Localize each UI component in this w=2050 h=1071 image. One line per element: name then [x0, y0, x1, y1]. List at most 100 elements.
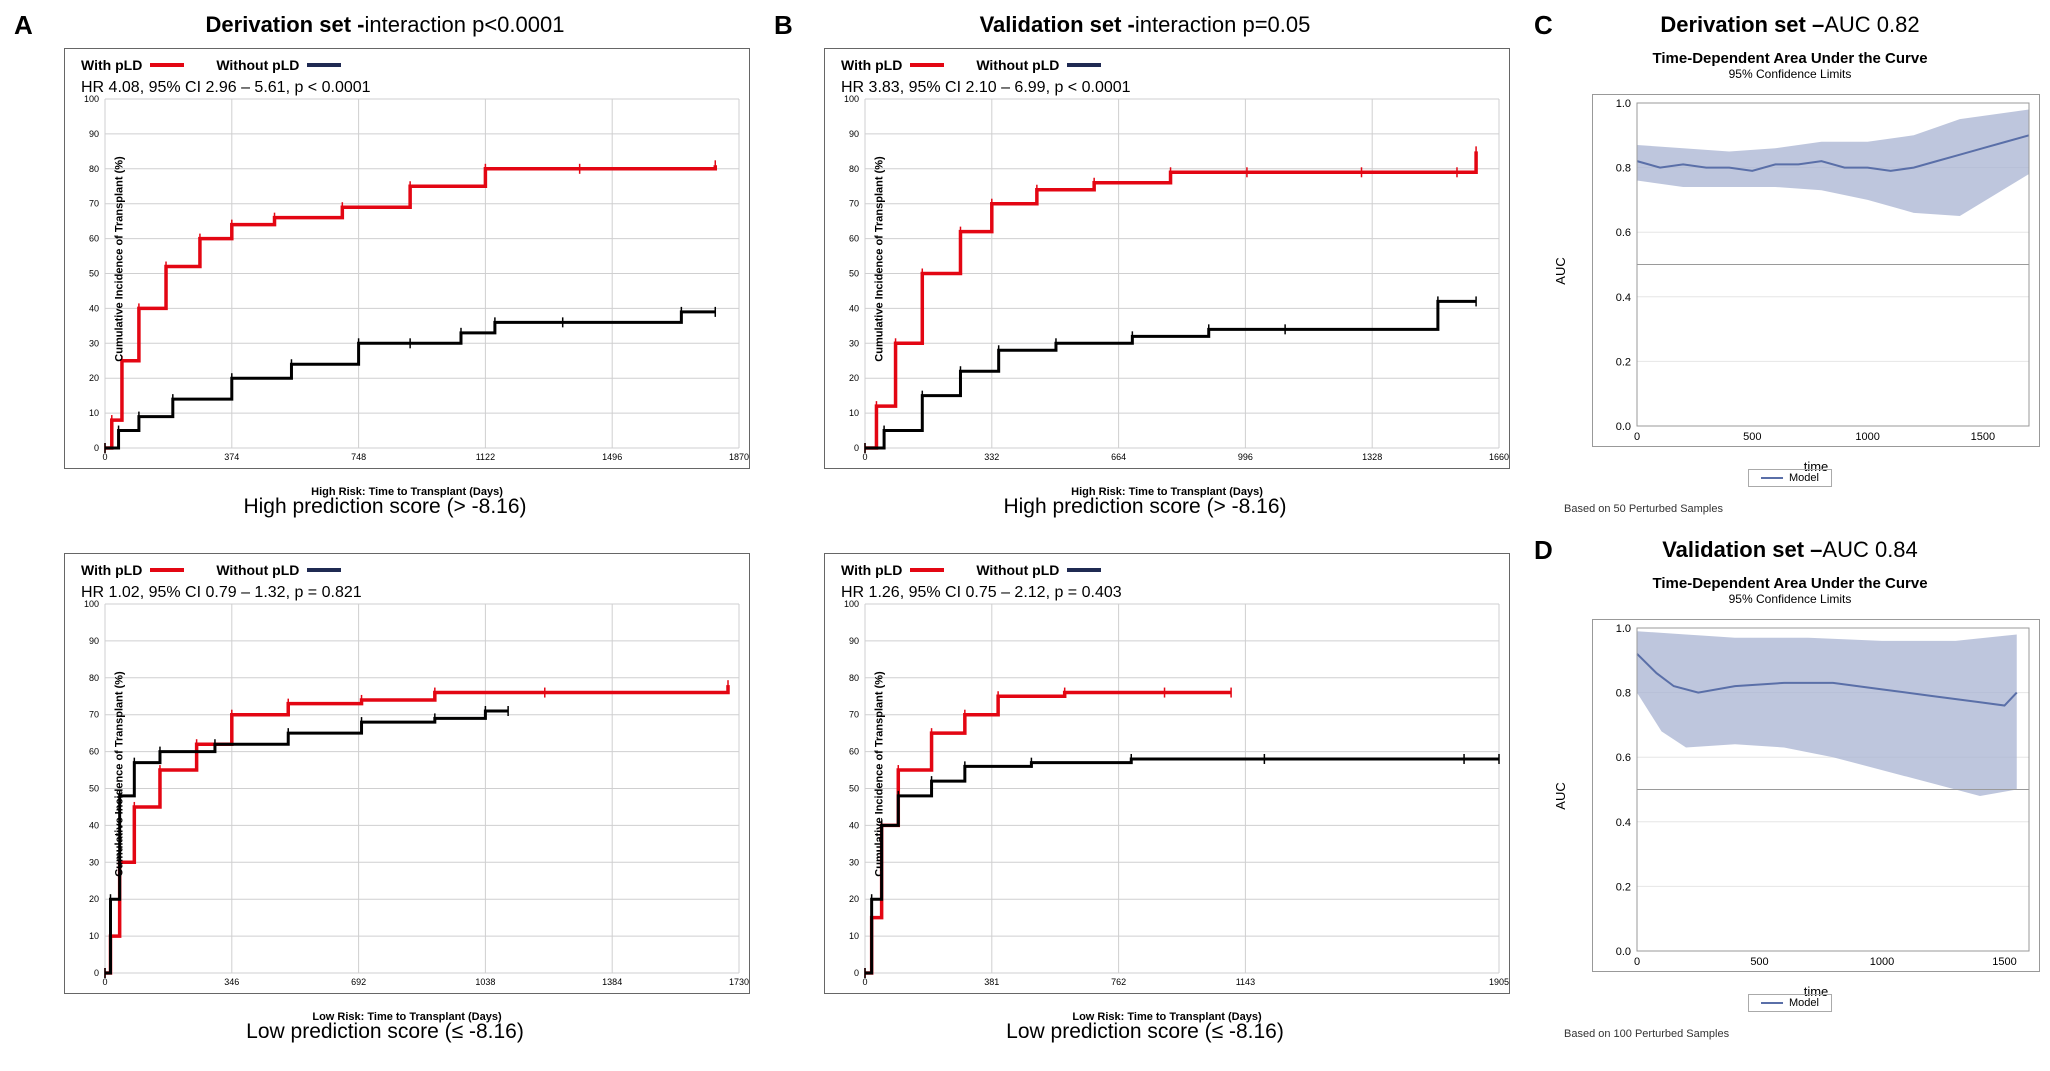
y-axis-label: AUC: [1553, 257, 1568, 284]
svg-text:0: 0: [102, 977, 107, 987]
svg-text:0.0: 0.0: [1616, 421, 1631, 433]
svg-text:30: 30: [89, 857, 99, 867]
svg-text:0.2: 0.2: [1616, 881, 1631, 893]
svg-text:60: 60: [849, 234, 859, 244]
svg-text:20: 20: [89, 373, 99, 383]
title-bold: Validation set -: [980, 12, 1135, 38]
auc-chart-sub: 95% Confidence Limits: [1530, 67, 2050, 81]
svg-text:692: 692: [351, 977, 366, 987]
km-legend: With pLD Without pLD: [841, 57, 1101, 73]
panel-B-title: Validation set - interaction p=0.05: [770, 12, 1520, 38]
svg-text:70: 70: [89, 710, 99, 720]
panel-A-title: Derivation set - interaction p<0.0001: [10, 12, 760, 38]
km-legend: With pLD Without pLD: [81, 57, 341, 73]
svg-text:10: 10: [89, 408, 99, 418]
svg-text:500: 500: [1750, 956, 1768, 968]
legend-without-label: Without pLD: [216, 57, 299, 73]
km-chart-A-high: Cumulative Incidence of Transplant (%) H…: [64, 48, 750, 469]
auc-legend-label: Model: [1789, 997, 1819, 1009]
y-axis-label: AUC: [1553, 782, 1568, 809]
svg-text:0: 0: [1634, 956, 1640, 968]
svg-text:60: 60: [89, 234, 99, 244]
title-bold: Validation set –: [1662, 537, 1822, 563]
sub-caption: High prediction score (> -8.16): [10, 495, 760, 519]
svg-text:60: 60: [89, 747, 99, 757]
svg-text:50: 50: [849, 269, 859, 279]
svg-text:0: 0: [854, 443, 859, 453]
svg-text:1730: 1730: [729, 977, 749, 987]
svg-text:0: 0: [94, 968, 99, 978]
auc-chart-title: Time-Dependent Area Under the Curve: [1530, 50, 2050, 67]
svg-text:20: 20: [849, 373, 859, 383]
svg-text:40: 40: [89, 820, 99, 830]
auc-legend: Model: [1748, 994, 1832, 1012]
svg-text:70: 70: [849, 199, 859, 209]
svg-text:90: 90: [849, 129, 859, 139]
svg-text:0: 0: [862, 452, 867, 462]
svg-text:1870: 1870: [729, 452, 749, 462]
svg-text:10: 10: [849, 931, 859, 941]
svg-text:50: 50: [89, 784, 99, 794]
sub-caption: Low prediction score (≤ -8.16): [770, 1020, 1520, 1044]
legend-with-label: With pLD: [841, 562, 902, 578]
svg-text:90: 90: [89, 636, 99, 646]
svg-text:0: 0: [1634, 431, 1640, 443]
svg-text:40: 40: [849, 303, 859, 313]
legend-with-label: With pLD: [841, 57, 902, 73]
svg-text:10: 10: [849, 408, 859, 418]
hr-text: HR 4.08, 95% CI 2.96 – 5.61, p < 0.0001: [81, 79, 371, 97]
svg-text:1038: 1038: [475, 977, 495, 987]
svg-text:0.0: 0.0: [1616, 946, 1631, 958]
svg-text:1000: 1000: [1870, 956, 1894, 968]
legend-without-swatch: [307, 568, 341, 572]
legend-without-swatch: [307, 63, 341, 67]
svg-text:1000: 1000: [1855, 431, 1879, 443]
auc-footnote: Based on 100 Perturbed Samples: [1564, 1028, 1729, 1040]
km-chart-B-high: Cumulative Incidence of Transplant (%) H…: [824, 48, 1510, 469]
title-normal: interaction p<0.0001: [364, 12, 564, 38]
panel-C: C Derivation set – AUC 0.82 Time-Depende…: [1530, 10, 2050, 525]
svg-text:1905: 1905: [1489, 977, 1509, 987]
svg-text:1500: 1500: [1992, 956, 2016, 968]
svg-text:0: 0: [94, 443, 99, 453]
panel-A-top: A Derivation set - interaction p<0.0001 …: [10, 10, 760, 525]
svg-text:1143: 1143: [1236, 977, 1255, 987]
svg-text:50: 50: [89, 269, 99, 279]
km-legend: With pLD Without pLD: [841, 562, 1101, 578]
legend-with-swatch: [150, 568, 184, 572]
svg-text:40: 40: [849, 820, 859, 830]
legend-with-label: With pLD: [81, 57, 142, 73]
svg-text:1.0: 1.0: [1616, 98, 1631, 110]
svg-text:0.4: 0.4: [1616, 817, 1631, 829]
svg-text:0: 0: [862, 977, 867, 987]
sub-caption: Low prediction score (≤ -8.16): [10, 1020, 760, 1044]
auc-chart-sub: 95% Confidence Limits: [1530, 592, 2050, 606]
panel-A-bottom: Cumulative Incidence of Transplant (%) L…: [10, 535, 760, 1050]
svg-text:1328: 1328: [1362, 452, 1382, 462]
legend-without-label: Without pLD: [976, 562, 1059, 578]
svg-text:10: 10: [89, 931, 99, 941]
svg-text:80: 80: [89, 673, 99, 683]
km-legend: With pLD Without pLD: [81, 562, 341, 578]
panel-D-title: Validation set – AUC 0.84: [1530, 537, 2050, 563]
svg-text:0.8: 0.8: [1616, 163, 1631, 175]
svg-text:1.0: 1.0: [1616, 623, 1631, 635]
svg-text:0.2: 0.2: [1616, 356, 1631, 368]
title-val: AUC 0.84: [1822, 537, 1917, 563]
title-normal: interaction p=0.05: [1135, 12, 1311, 38]
svg-text:20: 20: [89, 894, 99, 904]
svg-text:0: 0: [854, 968, 859, 978]
legend-with-swatch: [910, 568, 944, 572]
svg-text:0.6: 0.6: [1616, 752, 1631, 764]
svg-text:20: 20: [849, 894, 859, 904]
legend-without-label: Without pLD: [976, 57, 1059, 73]
y-axis-label: Cumulative Incidence of Transplant (%): [114, 671, 126, 876]
svg-text:30: 30: [89, 338, 99, 348]
svg-text:80: 80: [849, 673, 859, 683]
auc-chart-D: AUC time 0.00.20.40.60.81.0050010001500: [1592, 619, 2040, 972]
hr-text: HR 1.02, 95% CI 0.79 – 1.32, p = 0.821: [81, 584, 362, 602]
y-axis-label: Cumulative Incidence of Transplant (%): [114, 156, 126, 361]
sub-caption: High prediction score (> -8.16): [770, 495, 1520, 519]
auc-legend-swatch: [1761, 1002, 1783, 1004]
svg-text:748: 748: [351, 452, 366, 462]
